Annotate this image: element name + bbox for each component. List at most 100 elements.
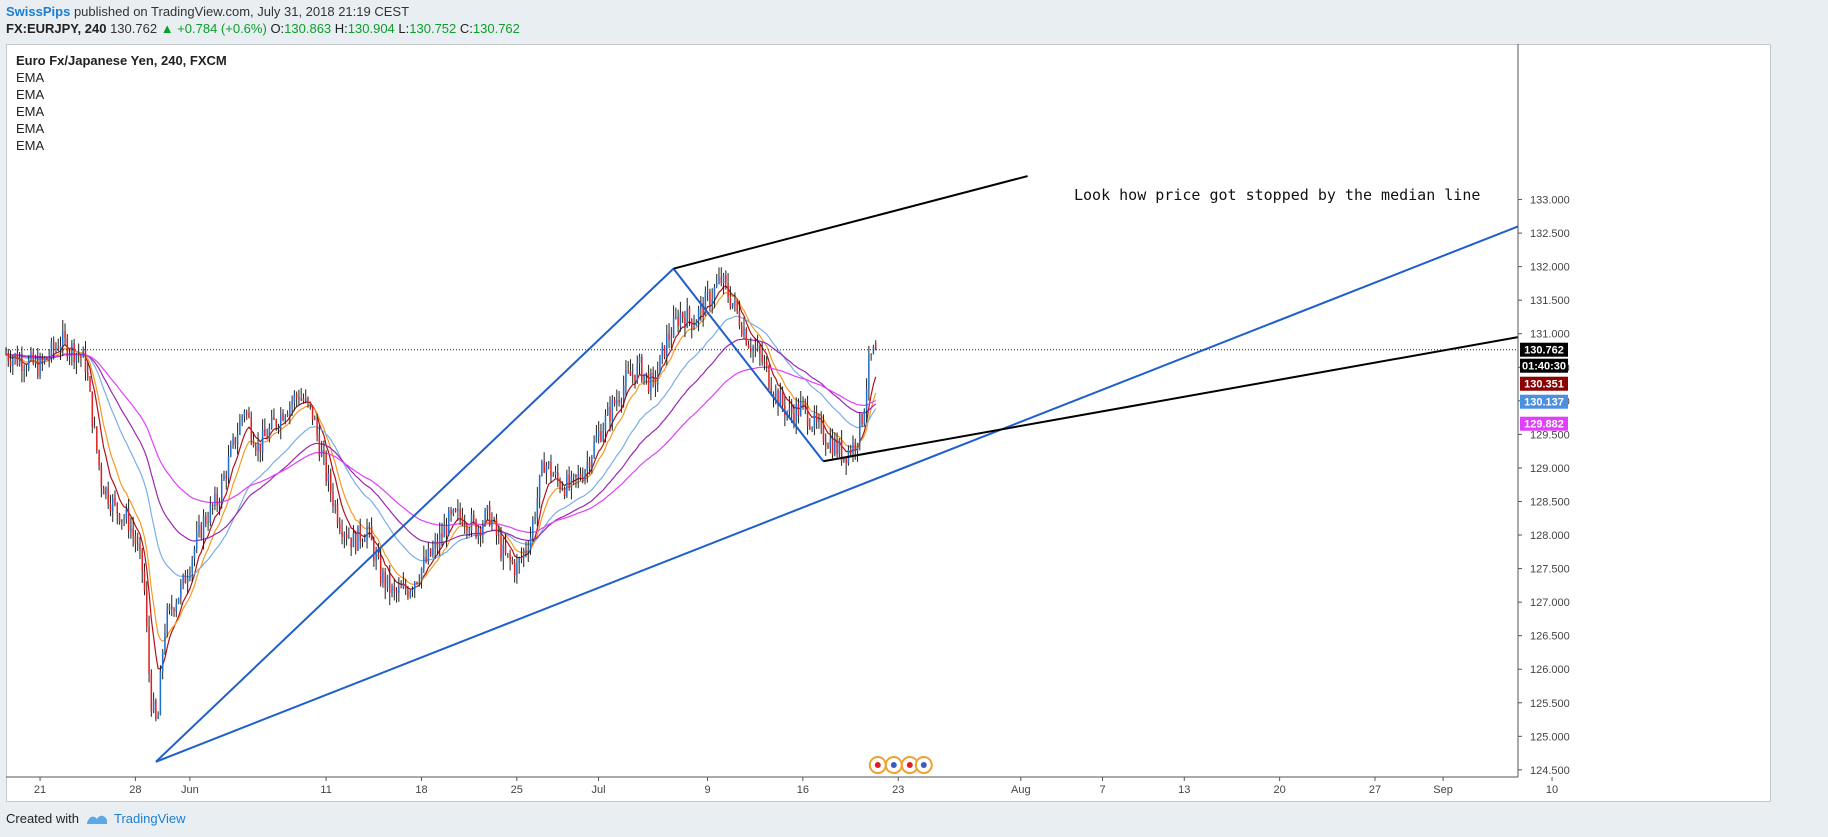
candle-body xyxy=(754,347,757,349)
time-tick-label: Aug xyxy=(1011,784,1031,796)
candle-body xyxy=(166,610,168,633)
open-value: 130.863 xyxy=(284,21,332,36)
candle-body xyxy=(9,360,12,366)
candle-body xyxy=(713,286,716,299)
time-tick-label: 21 xyxy=(34,784,46,796)
candle-body xyxy=(289,405,291,415)
time-tick-label: 27 xyxy=(1369,784,1381,796)
high-value: 130.904 xyxy=(347,21,395,36)
candle-body xyxy=(715,282,718,287)
candle-body xyxy=(511,560,514,563)
candle-body xyxy=(681,312,684,318)
price-tag xyxy=(1520,416,1568,431)
price-tick-label: 127.000 xyxy=(1530,597,1570,609)
candle-body xyxy=(121,519,123,523)
symbol-label: FX:EURJPY, 240 xyxy=(6,21,107,36)
price-tick-label: 127.500 xyxy=(1530,564,1570,576)
event-dot-icon xyxy=(874,762,881,768)
candle-body xyxy=(836,439,838,454)
candle-body xyxy=(423,557,425,569)
indicator-label[interactable]: EMA xyxy=(16,87,45,102)
candle-body xyxy=(666,333,668,358)
candle-body xyxy=(554,471,557,476)
candle-body xyxy=(136,543,139,545)
candle-body xyxy=(588,461,591,469)
candle-body xyxy=(268,427,271,439)
time-tick-label: 11 xyxy=(320,784,331,796)
candle-body xyxy=(543,461,545,473)
candle-body xyxy=(679,312,682,327)
candle-body xyxy=(572,474,575,477)
pitchfork-upper-tine xyxy=(673,175,1028,270)
candle-body xyxy=(747,344,750,348)
candle-body xyxy=(248,412,250,418)
candlesticks xyxy=(5,267,877,722)
time-tick-label: 20 xyxy=(1273,784,1285,796)
candle-body xyxy=(209,504,212,523)
candle-body xyxy=(71,343,73,354)
candle-body xyxy=(111,498,114,511)
candle-body xyxy=(264,429,266,437)
candle-body xyxy=(432,548,434,556)
author-name[interactable]: SwissPips xyxy=(6,4,71,19)
candle-body xyxy=(827,445,829,449)
chart-axes: 133.000132.500132.000131.500131.000130.5… xyxy=(6,44,1570,796)
candle-body xyxy=(761,353,763,362)
candle-body xyxy=(175,603,178,612)
candle-body xyxy=(720,276,723,284)
candle-body xyxy=(259,443,262,453)
candle-body xyxy=(770,387,772,394)
candle-body xyxy=(536,498,539,518)
candle-body xyxy=(507,553,509,555)
tradingview-link[interactable]: TradingView xyxy=(85,811,186,826)
candle-body xyxy=(96,426,98,451)
event-markers xyxy=(868,756,933,774)
candle-body xyxy=(284,415,287,421)
candle-body xyxy=(550,462,552,477)
candle-body xyxy=(688,307,691,319)
candle-body xyxy=(220,479,223,503)
candle-body xyxy=(577,473,579,478)
candle-body xyxy=(191,558,193,573)
low-label: L: xyxy=(398,21,410,36)
time-tick-label: Sep xyxy=(1433,784,1453,796)
ema-line xyxy=(5,285,877,670)
candle-body xyxy=(239,420,241,435)
candle-body xyxy=(27,358,30,370)
candle-body xyxy=(327,473,330,482)
candle-body xyxy=(504,545,507,554)
chart-frame[interactable] xyxy=(6,44,1771,802)
price-tag xyxy=(1520,376,1568,391)
candle-body xyxy=(454,509,457,512)
indicator-label[interactable]: EMA xyxy=(16,104,45,119)
time-tick-label: Jul xyxy=(592,784,606,796)
pitchfork-handle-upper xyxy=(155,267,675,763)
tradingview-brand: TradingView xyxy=(113,811,186,826)
candle-body xyxy=(413,582,416,590)
indicator-label[interactable]: EMA xyxy=(16,121,45,136)
candle-body xyxy=(497,535,500,537)
time-tick-label: Jun xyxy=(181,784,199,796)
candle-body xyxy=(177,597,180,604)
high-label: H: xyxy=(334,21,348,36)
candle-body xyxy=(743,329,745,336)
candle-body xyxy=(180,584,182,598)
candle-body xyxy=(370,525,373,541)
candle-body xyxy=(641,356,643,381)
price-chart[interactable]: 133.000132.500132.000131.500131.000130.5… xyxy=(0,0,1828,811)
candle-body xyxy=(863,410,866,425)
chart-annotation[interactable]: Look how price got stopped by the median… xyxy=(1074,186,1481,204)
indicator-label[interactable]: EMA xyxy=(16,138,45,153)
candle-body xyxy=(329,473,332,493)
candle-body xyxy=(575,474,577,478)
event-dot-icon xyxy=(906,762,913,768)
candle-body xyxy=(282,413,284,421)
candle-body xyxy=(64,331,66,339)
candle-body xyxy=(706,291,709,293)
price-tag-label: 129.882 xyxy=(1524,419,1564,431)
candle-body xyxy=(300,398,302,400)
candle-body xyxy=(738,310,741,326)
candle-body xyxy=(661,345,663,356)
candle-body xyxy=(334,504,337,507)
indicator-label[interactable]: EMA xyxy=(16,70,45,85)
